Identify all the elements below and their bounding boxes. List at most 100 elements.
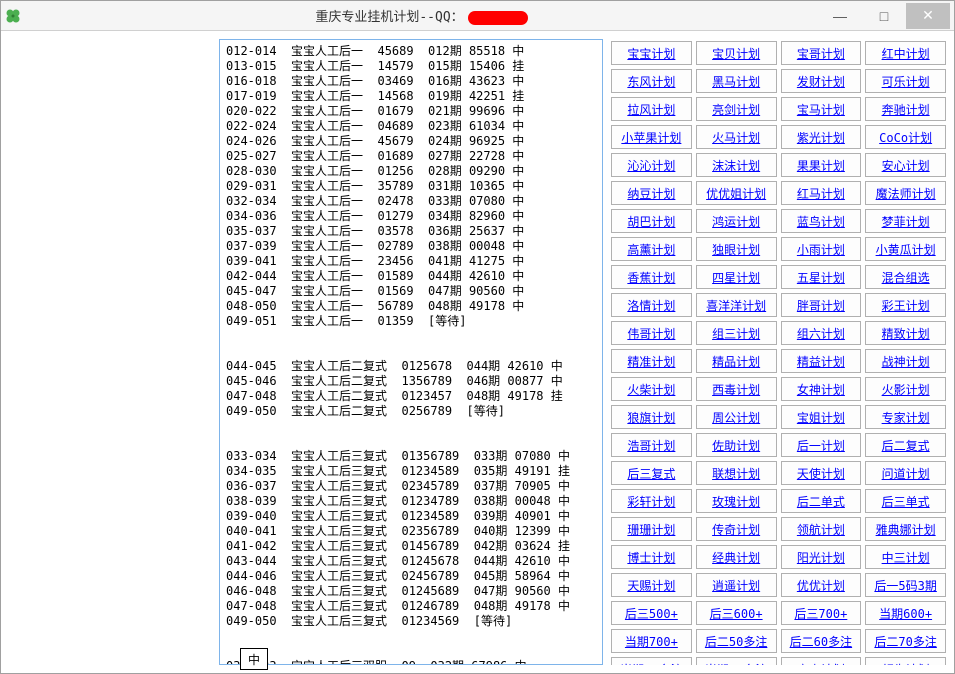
plan-link[interactable]: 当期60多注 <box>611 657 692 665</box>
plan-link[interactable]: 中三计划 <box>865 545 946 569</box>
plan-link[interactable]: 胡巴计划 <box>611 209 692 233</box>
plan-link[interactable]: 蓝鸟计划 <box>781 209 862 233</box>
plan-link[interactable]: 沫沫计划 <box>696 153 777 177</box>
plan-link[interactable]: 当期700+ <box>611 629 692 653</box>
plan-link[interactable]: 后二60多注 <box>781 629 862 653</box>
plan-link[interactable]: 伟哥计划 <box>611 321 692 345</box>
plan-link[interactable]: 后二50多注 <box>696 629 777 653</box>
plan-link[interactable]: 后二70多注 <box>865 629 946 653</box>
plan-link[interactable]: 后一5码3期 <box>865 573 946 597</box>
plan-link[interactable]: 逍遥计划 <box>696 573 777 597</box>
plan-link[interactable]: 组六计划 <box>781 321 862 345</box>
plan-link[interactable]: 梦菲计划 <box>865 209 946 233</box>
plan-link[interactable]: 彩王计划 <box>865 293 946 317</box>
plan-link[interactable]: 精致计划 <box>865 321 946 345</box>
plan-link[interactable]: 经典计划 <box>696 545 777 569</box>
plan-link[interactable]: 天使计划 <box>781 461 862 485</box>
plan-link[interactable]: 西毒计划 <box>696 377 777 401</box>
maximize-button[interactable]: □ <box>862 3 906 29</box>
plan-link[interactable]: 精益计划 <box>781 349 862 373</box>
plan-link[interactable]: 女神计划 <box>781 377 862 401</box>
plan-link[interactable]: 浩哥计划 <box>611 433 692 457</box>
plan-link[interactable]: 可乐计划 <box>865 69 946 93</box>
plan-link[interactable]: 小苹果计划 <box>611 125 692 149</box>
app-icon <box>5 8 21 24</box>
plan-link[interactable]: 后二单式 <box>781 489 862 513</box>
plan-link[interactable]: 后二复式 <box>865 433 946 457</box>
plan-link[interactable]: 小雨计划 <box>781 237 862 261</box>
plan-link[interactable]: 高薰计划 <box>611 237 692 261</box>
plan-link[interactable]: 紫光计划 <box>781 125 862 149</box>
plan-link[interactable]: 纳豆计划 <box>611 181 692 205</box>
plan-link[interactable]: 火影计划 <box>865 377 946 401</box>
plan-link[interactable]: 安心计划 <box>865 153 946 177</box>
plan-link[interactable]: 喜洋洋计划 <box>696 293 777 317</box>
plan-link[interactable]: 高点计划 <box>781 657 862 665</box>
plan-link[interactable]: 战神计划 <box>865 349 946 373</box>
plan-link[interactable]: 优优姐计划 <box>696 181 777 205</box>
plan-link[interactable]: 联想计划 <box>696 461 777 485</box>
plan-link[interactable]: 魔法师计划 <box>865 181 946 205</box>
plan-link[interactable]: 宝姐计划 <box>781 405 862 429</box>
window-title: 重庆专业挂机计划--QQ： <box>25 6 818 25</box>
plan-link[interactable]: 红中计划 <box>865 41 946 65</box>
plan-link[interactable]: 香蕉计划 <box>611 265 692 289</box>
data-log-pane[interactable]: 012-014 宝宝人工后一 45689 012期 85518 中 013-01… <box>219 39 603 665</box>
minimize-button[interactable]: — <box>818 3 862 29</box>
plan-link[interactable]: 博士计划 <box>611 545 692 569</box>
plan-link[interactable]: 火柴计划 <box>611 377 692 401</box>
plan-link[interactable]: 雅典娜计划 <box>865 517 946 541</box>
plan-link[interactable]: 佐助计划 <box>696 433 777 457</box>
plan-link[interactable]: 组三计划 <box>696 321 777 345</box>
plan-link[interactable]: 鸿运计划 <box>696 209 777 233</box>
plan-link[interactable]: 天赐计划 <box>611 573 692 597</box>
plan-link[interactable]: 彩轩计划 <box>611 489 692 513</box>
plan-link[interactable]: 阳光计划 <box>781 545 862 569</box>
plan-link[interactable]: 玫瑰计划 <box>696 489 777 513</box>
plan-link[interactable]: 当期70多注 <box>696 657 777 665</box>
plan-link[interactable]: 问道计划 <box>865 461 946 485</box>
plan-link[interactable]: 果果计划 <box>781 153 862 177</box>
plan-link[interactable]: 火马计划 <box>696 125 777 149</box>
plan-link[interactable]: 传奇计划 <box>696 517 777 541</box>
plan-link[interactable]: 胖哥计划 <box>781 293 862 317</box>
plan-link[interactable]: 小黄瓜计划 <box>865 237 946 261</box>
plan-link[interactable]: 精品计划 <box>696 349 777 373</box>
plan-link[interactable]: 狼旗计划 <box>611 405 692 429</box>
plan-link[interactable]: 五星计划 <box>781 265 862 289</box>
plan-link[interactable]: 亮剑计划 <box>696 97 777 121</box>
plan-link[interactable]: 优优计划 <box>781 573 862 597</box>
plan-link[interactable]: 混合组选 <box>865 265 946 289</box>
plan-link[interactable]: 宝马计划 <box>781 97 862 121</box>
plan-link[interactable]: 后三单式 <box>865 489 946 513</box>
plan-link[interactable]: 当期600+ <box>865 601 946 625</box>
plan-link[interactable]: 专家计划 <box>865 405 946 429</box>
plan-link[interactable]: 洛情计划 <box>611 293 692 317</box>
plan-link[interactable]: 东风计划 <box>611 69 692 93</box>
plan-link[interactable]: 后三复式 <box>611 461 692 485</box>
plan-link[interactable]: 黑马计划 <box>696 69 777 93</box>
plan-link[interactable]: 后三600+ <box>696 601 777 625</box>
plan-link[interactable]: 珊珊计划 <box>611 517 692 541</box>
plan-link[interactable]: 拉风计划 <box>611 97 692 121</box>
plan-link[interactable]: 奔驰计划 <box>865 97 946 121</box>
plan-link[interactable]: 红马计划 <box>781 181 862 205</box>
plan-link[interactable]: 后一计划 <box>781 433 862 457</box>
plan-link[interactable]: 发财计划 <box>781 69 862 93</box>
plan-link[interactable]: 独眼计划 <box>696 237 777 261</box>
plan-link[interactable]: 后三700+ <box>781 601 862 625</box>
plan-link[interactable]: 领先计划 <box>865 657 946 665</box>
plan-link[interactable]: 后三500+ <box>611 601 692 625</box>
plan-link[interactable]: CoCo计划 <box>865 125 946 149</box>
plan-link[interactable]: 精准计划 <box>611 349 692 373</box>
plan-link[interactable]: 沁沁计划 <box>611 153 692 177</box>
body-area: 012-014 宝宝人工后一 45689 012期 85518 中 013-01… <box>1 31 954 673</box>
plan-grid: 宝宝计划宝贝计划宝哥计划红中计划东风计划黑马计划发财计划可乐计划拉风计划亮剑计划… <box>611 41 946 665</box>
plan-link[interactable]: 周公计划 <box>696 405 777 429</box>
close-button[interactable]: ✕ <box>906 3 950 29</box>
plan-link[interactable]: 领航计划 <box>781 517 862 541</box>
plan-link[interactable]: 宝贝计划 <box>696 41 777 65</box>
plan-link[interactable]: 宝宝计划 <box>611 41 692 65</box>
plan-link[interactable]: 四星计划 <box>696 265 777 289</box>
plan-link[interactable]: 宝哥计划 <box>781 41 862 65</box>
